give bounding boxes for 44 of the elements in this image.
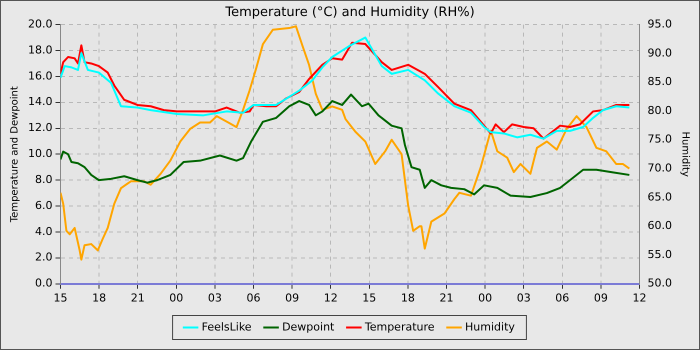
y-tick-label: 12.0 bbox=[28, 121, 52, 134]
y2-tick-label: 70.0 bbox=[648, 161, 672, 174]
y2-tick-label: 95.0 bbox=[648, 17, 672, 30]
y-tick-label: 8.0 bbox=[34, 172, 52, 186]
x-tick-label: 06 bbox=[555, 291, 570, 304]
y2-tick-label: 90.0 bbox=[648, 46, 672, 60]
y2-tick-label: 75.0 bbox=[648, 132, 672, 146]
y2-axis-title: Humidity bbox=[679, 132, 690, 177]
y2-tick-label: 85.0 bbox=[648, 75, 672, 88]
x-tick-label: 09 bbox=[285, 291, 300, 304]
legend-label: FeelsLike bbox=[202, 320, 252, 334]
y-tick-label: 10.0 bbox=[28, 147, 52, 160]
y-tick-label: 20.0 bbox=[28, 17, 52, 30]
y-tick-label: 18.0 bbox=[28, 43, 52, 56]
y2-tick-label: 55.0 bbox=[648, 248, 672, 261]
x-tick-label: 09 bbox=[594, 291, 608, 304]
x-tick-label: 21 bbox=[440, 291, 454, 304]
y2-tick-label: 80.0 bbox=[648, 104, 672, 117]
y-tick-label: 16.0 bbox=[28, 69, 52, 82]
x-tick-label: 15 bbox=[53, 291, 68, 304]
y2-tick-label: 65.0 bbox=[648, 190, 672, 204]
y2-tick-label: 60.0 bbox=[648, 219, 672, 232]
y-tick-label: 0.0 bbox=[34, 276, 52, 290]
x-tick-label: 18 bbox=[400, 291, 415, 304]
y-tick-label: 6.0 bbox=[34, 198, 52, 212]
x-tick-label: 18 bbox=[92, 291, 106, 304]
x-tick-label: 03 bbox=[208, 291, 222, 304]
x-tick-label: 12 bbox=[632, 291, 647, 304]
y2-tick-label: 50.0 bbox=[648, 276, 672, 290]
x-tick-label: 03 bbox=[516, 291, 531, 304]
x-tick-label: 21 bbox=[130, 291, 145, 304]
y-tick-label: 2.0 bbox=[34, 250, 52, 264]
x-tick-label: 00 bbox=[478, 291, 492, 304]
legend-label: Humidity bbox=[465, 320, 516, 334]
x-tick-label: 06 bbox=[246, 291, 260, 304]
x-tick-label: 00 bbox=[169, 291, 184, 304]
legend-label: Temperature bbox=[364, 320, 435, 334]
y-axis-title: Temperature and Dewpoint bbox=[10, 86, 21, 224]
chart-title: Temperature (°C) and Humidity (RH%) bbox=[224, 5, 475, 20]
x-tick-label: 15 bbox=[362, 291, 376, 304]
legend-label: Dewpoint bbox=[282, 320, 336, 334]
x-tick-label: 12 bbox=[324, 291, 338, 304]
y-tick-label: 4.0 bbox=[34, 224, 52, 238]
y-tick-label: 14.0 bbox=[28, 95, 52, 108]
